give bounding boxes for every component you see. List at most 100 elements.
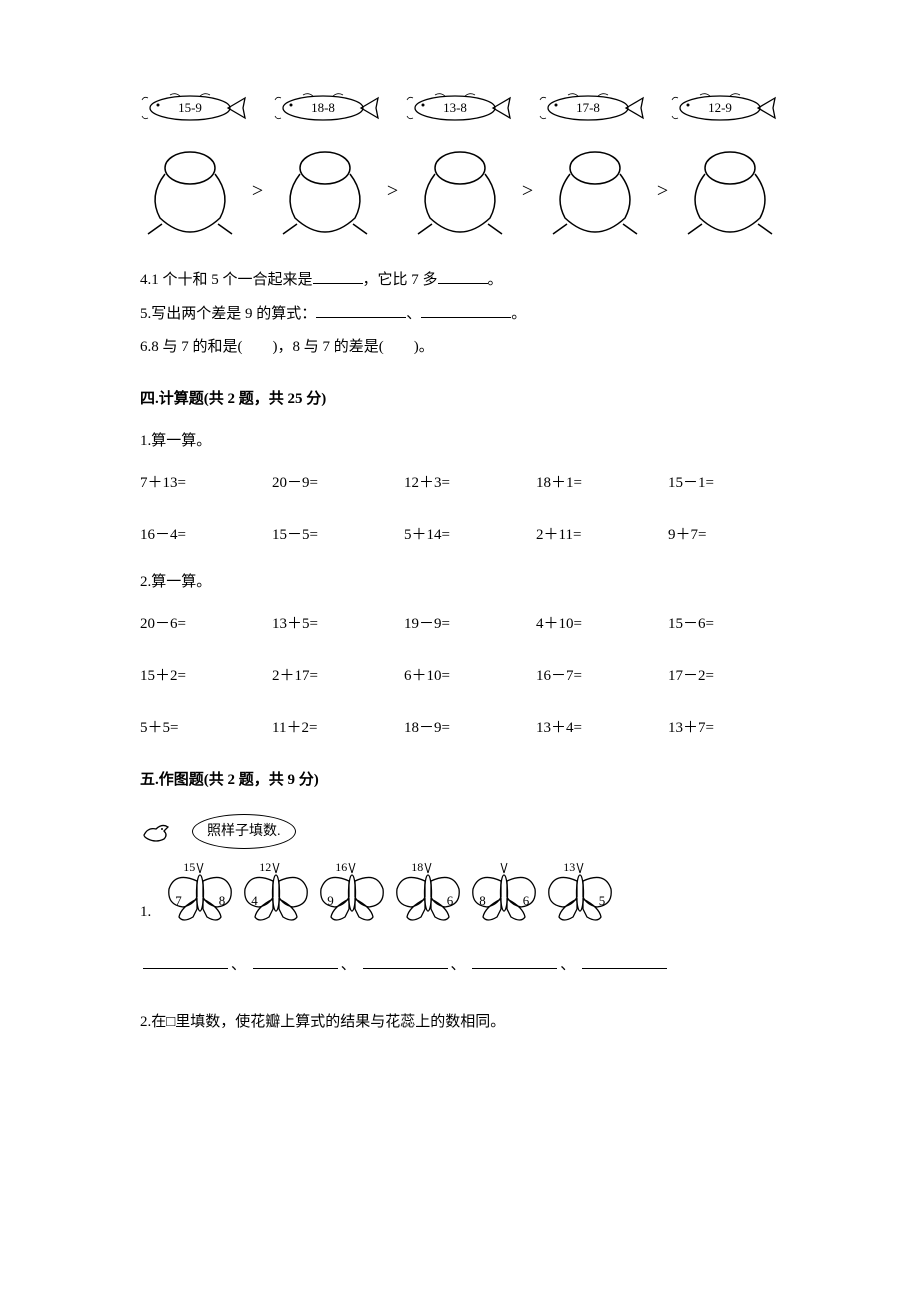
fish-item: 15-9 <box>140 90 250 126</box>
blank-input[interactable] <box>313 266 363 284</box>
svg-text:18-8: 18-8 <box>311 100 335 115</box>
blank-input[interactable] <box>363 951 448 969</box>
calc-item: 16－4= <box>140 522 252 549</box>
question-4: 4.1 个十和 5 个一合起来是，它比 7 多。 <box>140 266 780 294</box>
butterfly-left-value: 8 <box>479 889 486 912</box>
blank-input[interactable] <box>316 300 406 318</box>
calc-item: 12＋3= <box>404 470 516 497</box>
calc-item: 7＋13= <box>140 470 252 497</box>
calc-item: 4＋10= <box>536 611 648 638</box>
butterfly-left-value: 4 <box>251 889 258 912</box>
butterfly-right-value: 8 <box>219 889 226 912</box>
calc-item: 2＋11= <box>536 522 648 549</box>
fish-icon: 15-9 <box>140 90 250 126</box>
blank-input[interactable] <box>421 300 511 318</box>
q4-text-a: 4.1 个十和 5 个一合起来是 <box>140 272 313 288</box>
calc-item: 18－9= <box>404 715 516 742</box>
butterfly-item: 12 4 <box>241 861 311 926</box>
q6-text: 6.8 与 7 的和是( )，8 与 7 的差是( )。 <box>140 339 434 355</box>
butterfly-item: 15 7 8 <box>165 861 235 926</box>
fish-item: 13-8 <box>405 90 515 126</box>
butterfly-item: 16 9 <box>317 861 387 926</box>
calc-item: 15－6= <box>668 611 780 638</box>
svg-text:17-8: 17-8 <box>576 100 600 115</box>
calc-grid-2: 20－6= 13＋5= 19－9= 4＋10= 15－6= 15＋2= 2＋17… <box>140 611 780 742</box>
fish-icon: 12-9 <box>670 90 780 126</box>
blank-input[interactable] <box>253 951 338 969</box>
q5-sep: 、 <box>406 306 421 322</box>
fish-icon: 18-8 <box>273 90 383 126</box>
q1-prefix: 1. <box>140 899 151 926</box>
fish-icon: 13-8 <box>405 90 515 126</box>
calc-sub1-label: 1.算一算。 <box>140 428 780 455</box>
calc-item: 5＋5= <box>140 715 252 742</box>
calc-item: 15＋2= <box>140 663 252 690</box>
jar-item <box>140 146 240 236</box>
calc-item: 9＋7= <box>668 522 780 549</box>
butterfly-row-container: 1. 15 7 8 12 4 <box>140 861 780 926</box>
butterfly-item: 8 6 <box>469 861 539 926</box>
q4-text-b: ，它比 7 多 <box>363 272 438 288</box>
calc-item: 17－2= <box>668 663 780 690</box>
calc-item: 13＋4= <box>536 715 648 742</box>
jar-icon <box>275 146 375 236</box>
blank-input[interactable] <box>438 266 488 284</box>
section-4-heading: 四.计算题(共 2 题，共 25 分) <box>140 386 780 413</box>
gt-symbol: > <box>657 173 668 209</box>
blank-input[interactable] <box>582 951 667 969</box>
bird-icon <box>140 819 172 845</box>
bubble-label: 照样子填数. <box>192 814 296 849</box>
butterfly-item: 18 6 <box>393 861 463 926</box>
jar-item <box>545 146 645 236</box>
jar-icon <box>680 146 780 236</box>
butterfly-right-value: 6 <box>447 889 454 912</box>
fish-item: 17-8 <box>538 90 648 126</box>
jar-item <box>410 146 510 236</box>
calc-grid-1: 7＋13= 20－9= 12＋3= 18＋1= 15－1= 16－4= 15－5… <box>140 470 780 549</box>
calc-item: 13＋7= <box>668 715 780 742</box>
butterfly-top-value: 18 <box>411 857 423 879</box>
calc-item: 20－6= <box>140 611 252 638</box>
calc-item: 16－7= <box>536 663 648 690</box>
sep: 、 <box>231 957 246 973</box>
fish-expression-row: 15-9 18-8 13-8 17-8 <box>140 90 780 126</box>
butterfly-right-value: 6 <box>523 889 530 912</box>
butterfly-right-value: 5 <box>599 889 606 912</box>
butterfly-top-value: 16 <box>335 857 347 879</box>
calc-item: 6＋10= <box>404 663 516 690</box>
calc-item: 20－9= <box>272 470 384 497</box>
jar-icon <box>545 146 645 236</box>
jar-comparison-row: > > > > <box>140 146 780 236</box>
fish-icon: 17-8 <box>538 90 648 126</box>
gt-symbol: > <box>252 173 263 209</box>
fish-item: 18-8 <box>273 90 383 126</box>
gt-symbol: > <box>387 173 398 209</box>
drawing-q2: 2.在□里填数，使花瓣上算式的结果与花蕊上的数相同。 <box>140 1009 780 1036</box>
question-6: 6.8 与 7 的和是( )，8 与 7 的差是( )。 <box>140 334 780 361</box>
jar-icon <box>410 146 510 236</box>
example-bubble-row: 照样子填数. <box>140 814 780 849</box>
jar-icon <box>140 146 240 236</box>
question-5: 5.写出两个差是 9 的算式： 、 。 <box>140 300 780 328</box>
q5-end: 。 <box>511 306 526 322</box>
section-5-heading: 五.作图题(共 2 题，共 9 分) <box>140 767 780 794</box>
gt-symbol: > <box>522 173 533 209</box>
calc-item: 2＋17= <box>272 663 384 690</box>
butterfly-top-value: 15 <box>183 857 195 879</box>
butterfly-left-value: 9 <box>327 889 334 912</box>
svg-text:13-8: 13-8 <box>443 100 467 115</box>
calc-item: 19－9= <box>404 611 516 638</box>
sep: 、 <box>451 957 466 973</box>
blank-input[interactable] <box>472 951 557 969</box>
butterfly-left-value: 7 <box>175 889 182 912</box>
butterfly-top-value: 12 <box>259 857 271 879</box>
butterfly-item: 13 5 <box>545 861 615 926</box>
calc-sub2-label: 2.算一算。 <box>140 569 780 596</box>
calc-item: 18＋1= <box>536 470 648 497</box>
q5-text-a: 5.写出两个差是 9 的算式： <box>140 306 316 322</box>
sep: 、 <box>341 957 356 973</box>
calc-item: 13＋5= <box>272 611 384 638</box>
answer-blanks-row: 、 、 、 、 <box>140 951 780 979</box>
blank-input[interactable] <box>143 951 228 969</box>
q2-text: 2.在□里填数，使花瓣上算式的结果与花蕊上的数相同。 <box>140 1014 505 1030</box>
